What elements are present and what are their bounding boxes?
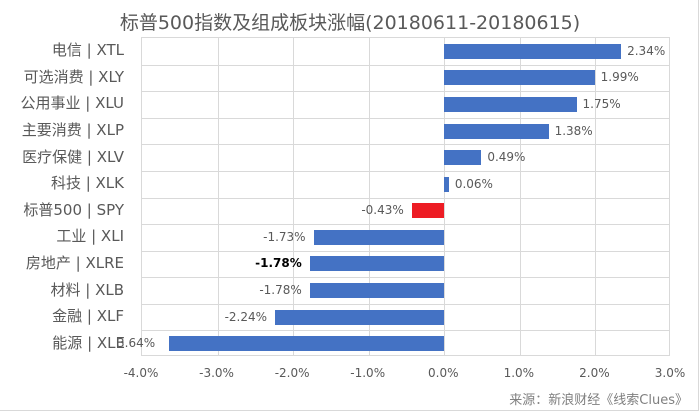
chart-title: 标普500指数及组成板块涨幅(20180611-20180615) (119, 12, 581, 34)
x-tick-label: 0.0% (428, 366, 459, 380)
category-label: 科技 | XLK (50, 174, 124, 193)
value-label: 1.38% (554, 123, 593, 138)
bar (444, 123, 549, 139)
category-label: 金融 | XLF (52, 307, 124, 326)
horizontal-gridline (142, 144, 669, 146)
value-label: -2.24% (224, 309, 268, 324)
bar (444, 96, 577, 112)
x-tick-label: -4.0% (123, 366, 159, 380)
x-tick-label: -1.0% (350, 366, 386, 380)
category-label: 医疗保健 | XLV (22, 147, 124, 166)
vertical-gridline (217, 38, 219, 355)
value-label: -1.78% (255, 256, 302, 271)
category-label: 工业 | XLI (56, 227, 124, 246)
horizontal-gridline (142, 330, 669, 332)
horizontal-gridline (142, 224, 669, 226)
value-label: 1.99% (600, 70, 639, 85)
horizontal-gridline (142, 197, 669, 199)
value-label: -1.73% (263, 229, 306, 244)
vertical-gridline (368, 38, 370, 355)
bar (169, 336, 445, 352)
x-tick-label: -3.0% (199, 366, 234, 380)
value-label: 1.75% (582, 96, 621, 111)
vertical-gridline (595, 38, 597, 355)
value-label: 0.06% (454, 176, 493, 191)
vertical-gridline (519, 38, 521, 355)
bar (309, 283, 445, 299)
value-label: 0.49% (487, 150, 526, 165)
bar (444, 43, 622, 59)
category-label: 电信 | XTL (51, 41, 124, 60)
category-label: 公用事业 | XLU (20, 94, 124, 113)
category-label: 主要消费 | XLP (21, 121, 124, 140)
horizontal-gridline (142, 91, 669, 93)
bar (313, 229, 445, 245)
x-tick-label: -2.0% (274, 366, 310, 380)
horizontal-gridline (142, 64, 669, 66)
bar (275, 309, 445, 325)
horizontal-gridline (142, 170, 669, 172)
bar (309, 256, 445, 272)
bar (444, 176, 449, 192)
horizontal-gridline (142, 117, 669, 119)
horizontal-gridline (142, 250, 669, 252)
horizontal-gridline (142, 303, 669, 305)
x-tick-label: 1.0% (503, 366, 535, 380)
bar (411, 203, 445, 219)
value-label: 3.64% (117, 336, 156, 351)
category-label: 可选消费 | XLY (23, 67, 124, 86)
bar (444, 70, 595, 86)
horizontal-gridline (142, 277, 669, 279)
bar (444, 150, 482, 166)
value-label: -0.43% (361, 203, 404, 218)
value-label: -1.78% (259, 283, 302, 298)
value-label: 2.34% (627, 43, 666, 58)
vertical-gridline (293, 38, 295, 355)
plot-area: 2.34% 1.99% 1.75% 1.38% 0.49% 0.06% -0.43% -1.7… (117, 37, 670, 356)
category-label: 房地产 | XLRE (25, 253, 124, 272)
category-label: 能源 | XLE (52, 333, 125, 352)
source-annotation: 来源：新浪财经《线索Clues》 (509, 393, 688, 408)
category-label: 标普500 | SPY (23, 200, 124, 219)
category-label: 材料 | XLB (50, 280, 124, 299)
vertical-gridline (444, 38, 446, 355)
x-tick-label: 2.0% (579, 366, 610, 380)
x-tick-label: 3.0% (654, 366, 686, 380)
